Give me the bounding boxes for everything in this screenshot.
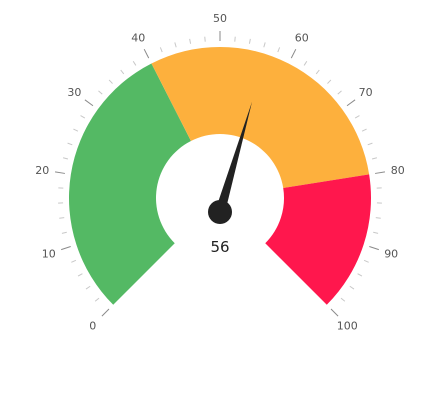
gauge-major-tick (346, 99, 356, 107)
gauge-minor-tick (327, 79, 332, 84)
gauge-needle-group (208, 101, 253, 224)
gauge-minor-tick (132, 60, 137, 66)
gauge-minor-tick (159, 47, 163, 53)
gauge-tick-label: 60 (295, 32, 309, 45)
gauge-minor-tick (354, 115, 360, 119)
gauge-minor-tick (62, 157, 69, 160)
gauge-minor-tick (357, 273, 363, 277)
gauge-major-tick (290, 48, 297, 59)
gauge-minor-tick (315, 69, 320, 75)
gauge-minor-tick (120, 69, 125, 75)
gauge-minor-tick (174, 42, 177, 48)
gauge-minor-tick (363, 259, 369, 263)
gauge-minor-tick (340, 297, 346, 302)
gauge-minor-tick (277, 47, 281, 53)
gauge-major-tick (61, 246, 71, 251)
gauge-minor-tick (248, 38, 251, 44)
gauge-major-tick (143, 48, 150, 59)
gauge-minor-tick (349, 285, 355, 290)
gauge-tick-label: 20 (35, 164, 49, 177)
gauge-minor-tick (77, 273, 83, 277)
gauge-tick-label: 10 (42, 248, 56, 261)
gauge-minor-tick (80, 115, 86, 119)
gauge-minor-tick (189, 38, 192, 44)
gauge-minor-tick (71, 259, 77, 263)
gauge-tick-label: 90 (384, 248, 398, 261)
gauge-minor-tick (303, 60, 308, 66)
gauge-minor-tick (337, 90, 342, 95)
gauge-band-2 (265, 174, 371, 305)
gauge-major-tick (369, 246, 379, 251)
gauge-tick-label: 0 (89, 319, 96, 332)
gauge-major-tick (101, 308, 110, 317)
gauge-needle (215, 101, 253, 214)
gauge-minor-tick (61, 231, 67, 234)
gauge-band-1 (151, 47, 370, 188)
gauge-tick-label: 50 (213, 12, 227, 25)
gauge-major-tick (330, 308, 339, 317)
gauge-minor-tick (73, 128, 79, 132)
gauge-minor-tick (367, 142, 373, 146)
gauge-tick-labels: 0 10 20 30 40 50 60 70 80 90 100 (35, 12, 405, 332)
gauge-minor-tick (361, 128, 367, 132)
gauge-major-tick (84, 99, 94, 107)
gauge-tick-label: 80 (391, 164, 405, 177)
gauge-major-tick (374, 171, 386, 174)
gauge-minor-tick (67, 142, 73, 146)
gauge-minor-tick (373, 231, 379, 234)
gauge-band-0 (68, 63, 191, 305)
gauge-needle-hub (208, 200, 232, 224)
gauge-value-label: 56 (210, 238, 229, 256)
gauge-minor-tick (59, 217, 65, 219)
gauge-tick-label: 100 (337, 319, 358, 332)
gauge-bands (68, 47, 371, 305)
gauge-major-tick (54, 171, 66, 174)
gauge-tick-label: 40 (131, 32, 145, 45)
gauge-minor-tick (108, 79, 113, 84)
gauge-minor-tick (85, 285, 91, 290)
gauge-ticks (54, 31, 386, 317)
gauge-tick-label: 30 (67, 86, 81, 99)
gauge-minor-tick (375, 217, 381, 219)
gauge-minor-tick (98, 90, 103, 95)
gauge-minor-tick (371, 157, 378, 160)
gauge-tick-label: 70 (359, 86, 373, 99)
gauge-minor-tick (94, 297, 100, 302)
gauge-minor-tick (263, 42, 266, 48)
